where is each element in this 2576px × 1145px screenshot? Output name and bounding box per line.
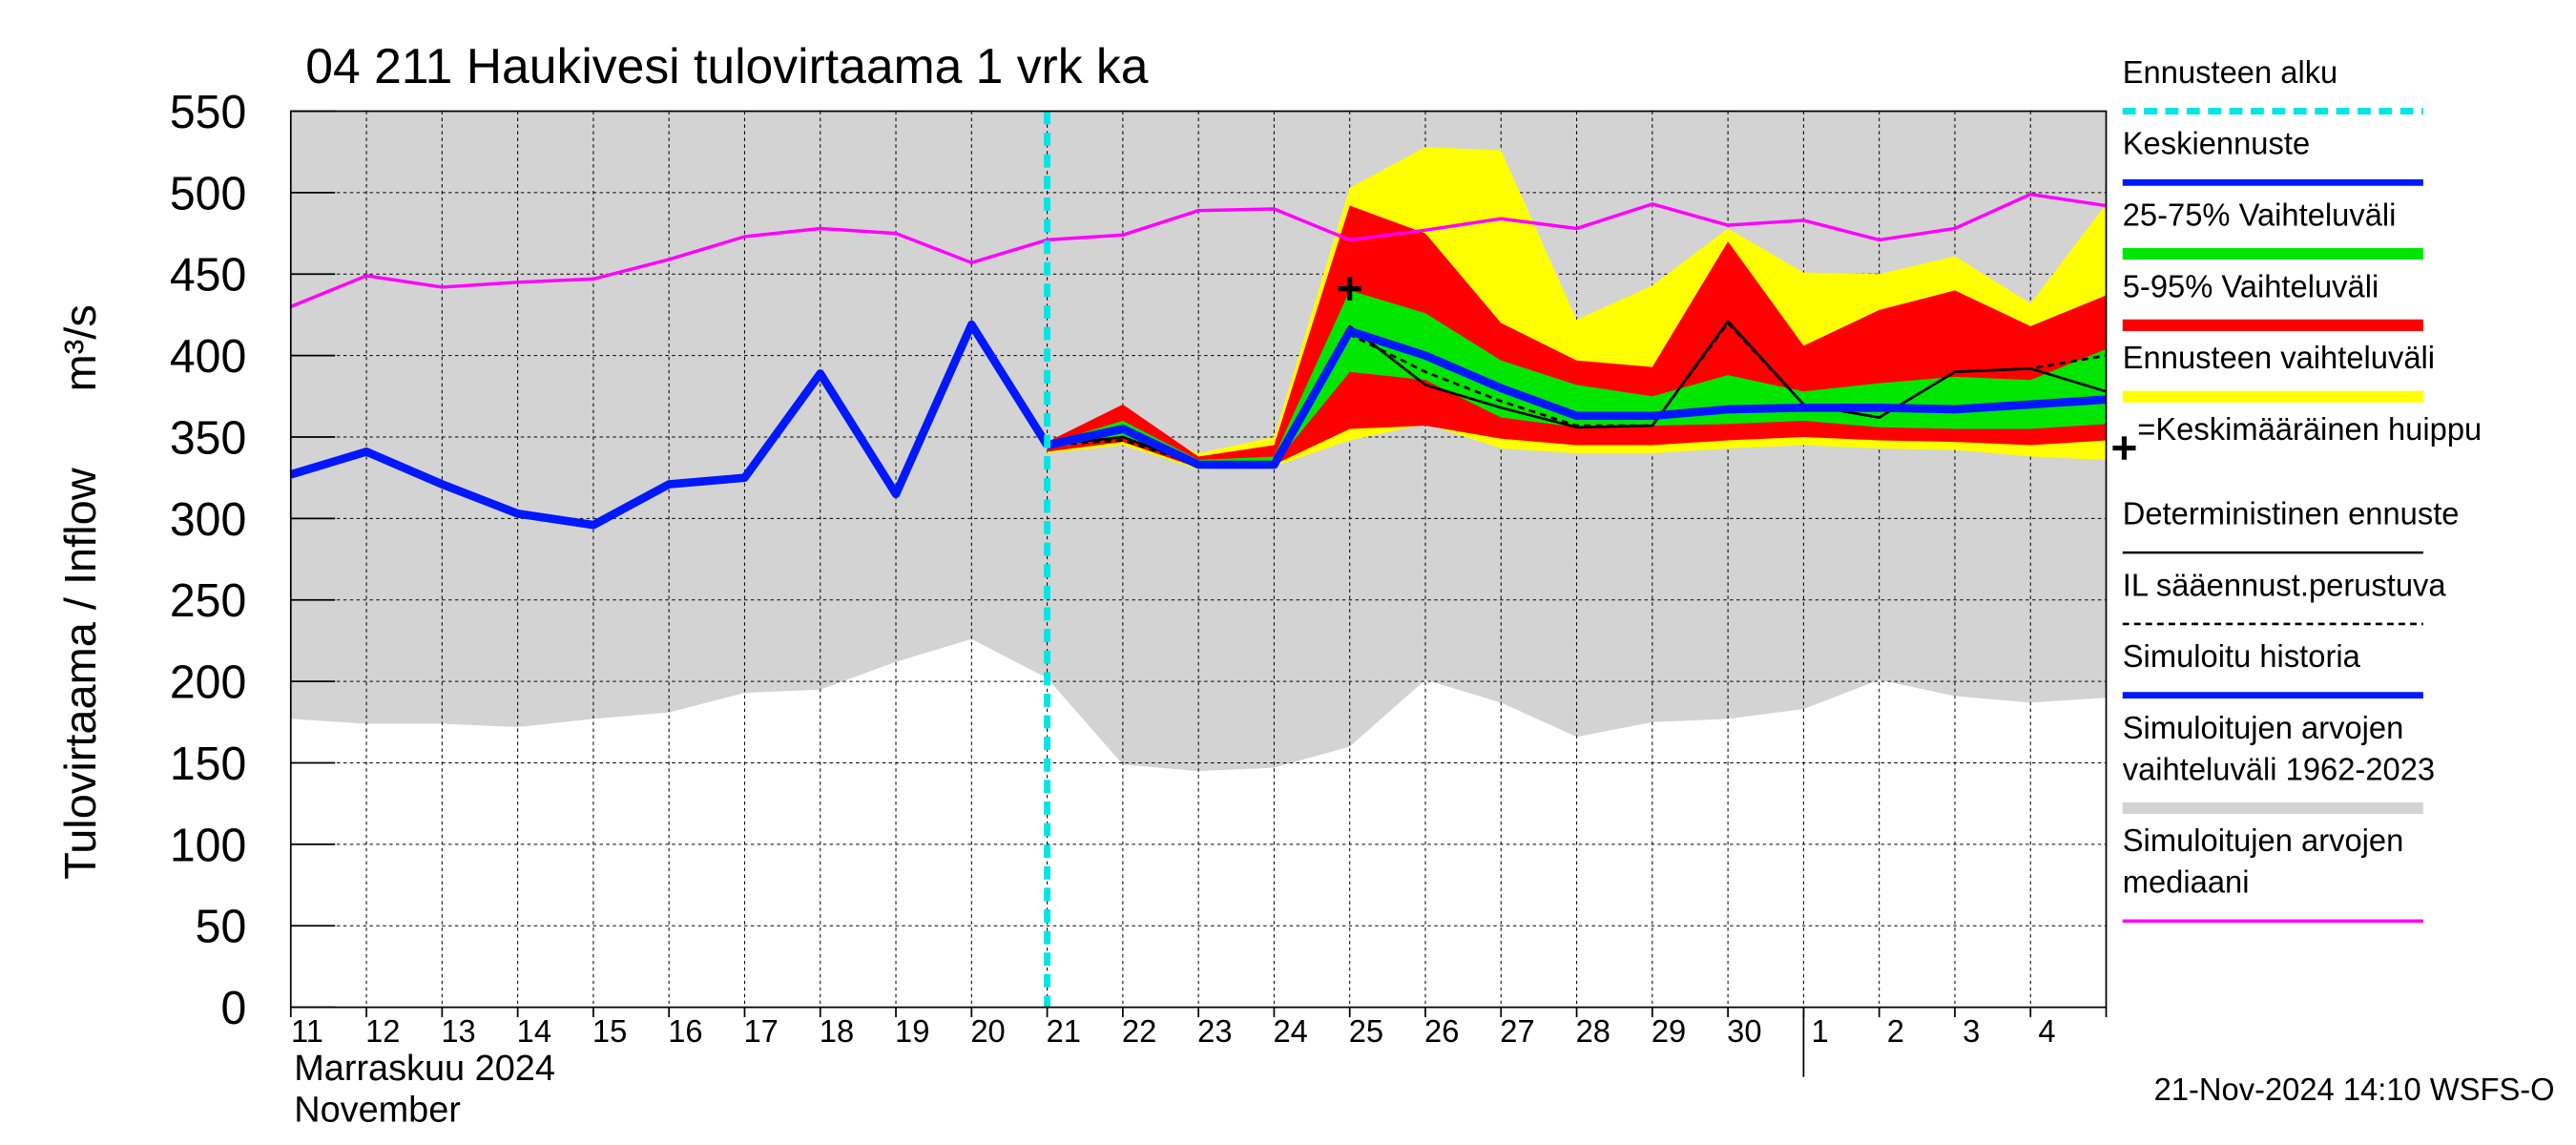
x-tick-label: 17 xyxy=(743,1013,778,1049)
legend-label: mediaani xyxy=(2123,864,2250,900)
legend-label: 25-75% Vaihteluväli xyxy=(2123,197,2397,232)
series-line xyxy=(289,320,1051,530)
y-axis-unit: m³/s xyxy=(55,304,105,391)
lines-layer xyxy=(289,192,2107,530)
legend-label: Deterministinen ennuste xyxy=(2123,495,2460,531)
legend-label: Simuloitujen arvojen xyxy=(2123,710,2404,745)
y-tick-label: 250 xyxy=(170,575,246,627)
y-tick-label: 150 xyxy=(170,739,246,790)
y-tick-label: 50 xyxy=(196,901,247,952)
peak-marker xyxy=(1338,277,1361,301)
y-tick-label: 300 xyxy=(170,494,246,546)
x-tick-label: 1 xyxy=(1812,1013,1829,1049)
chart-title: 04 211 Haukivesi tulovirtaama 1 vrk ka xyxy=(305,39,1148,94)
legend-label: Ennusteen alku xyxy=(2123,54,2338,90)
x-tick-label: 29 xyxy=(1652,1013,1686,1049)
x-month-label-en: November xyxy=(294,1090,461,1130)
x-tick-label: 4 xyxy=(2038,1013,2055,1049)
legend-label: 5-95% Vaihteluväli xyxy=(2123,268,2379,303)
x-tick-label: 22 xyxy=(1122,1013,1156,1049)
top-layer xyxy=(1044,111,1361,1008)
x-tick-label: 30 xyxy=(1727,1013,1761,1049)
x-tick-label: 14 xyxy=(517,1013,551,1049)
y-tick-label: 550 xyxy=(170,87,246,138)
legend-label: IL sääennust.perustuva xyxy=(2123,567,2447,602)
x-tick-label: 16 xyxy=(668,1013,702,1049)
x-tick-label: 26 xyxy=(1424,1013,1459,1049)
legend-label: vaihteluväli 1962-2023 xyxy=(2123,751,2435,786)
series-line xyxy=(1046,326,2107,469)
x-tick-label: 13 xyxy=(441,1013,475,1049)
legend-label: Keskiennuste xyxy=(2123,126,2310,161)
y-tick-label: 500 xyxy=(170,168,246,219)
x-tick-label: 20 xyxy=(970,1013,1005,1049)
x-tick-label: 18 xyxy=(820,1013,854,1049)
y-tick-label: 450 xyxy=(170,249,246,301)
legend-marker xyxy=(2112,436,2136,460)
band-area xyxy=(290,111,2107,772)
x-tick-label: 28 xyxy=(1576,1013,1610,1049)
x-tick-label: 24 xyxy=(1273,1013,1307,1049)
x-tick-label: 3 xyxy=(1963,1013,1980,1049)
x-tick-label: 2 xyxy=(1887,1013,1904,1049)
y-tick-label: 200 xyxy=(170,656,246,708)
y-tick-label: 100 xyxy=(170,820,246,871)
x-tick-label: 25 xyxy=(1349,1013,1383,1049)
x-tick-label: 23 xyxy=(1197,1013,1232,1049)
x-tick-label: 19 xyxy=(895,1013,929,1049)
legend-label: Simuloitu historia xyxy=(2123,638,2361,674)
x-month-label: Marraskuu 2024 xyxy=(294,1049,555,1089)
series-line xyxy=(290,192,2107,309)
x-tick-label: 12 xyxy=(365,1013,400,1049)
y-tick-label: 350 xyxy=(170,412,246,464)
band-area xyxy=(1047,290,2107,467)
x-tick-label: 11 xyxy=(291,1013,323,1049)
x-tick-label: 15 xyxy=(592,1013,627,1049)
x-tick-label: 21 xyxy=(1047,1013,1081,1049)
legend-label: Simuloitujen arvojen xyxy=(2123,822,2404,858)
y-tick-label: 0 xyxy=(220,983,246,1034)
x-tick-label: 27 xyxy=(1500,1013,1534,1049)
legend-label: =Keskimääräinen huippu xyxy=(2137,411,2482,447)
footer: 21-Nov-2024 14:10 WSFS-O xyxy=(2154,1072,2555,1107)
y-axis-label: Tulovirtaama / Inflow xyxy=(55,468,105,880)
legend-label: Ennusteen vaihteluväli xyxy=(2123,340,2435,375)
legend-layer: Ennusteen alku Keskiennuste 25-75% Vaihtel… xyxy=(2112,54,2482,923)
y-tick-label: 400 xyxy=(170,331,246,383)
plot-frame xyxy=(289,110,2108,1009)
